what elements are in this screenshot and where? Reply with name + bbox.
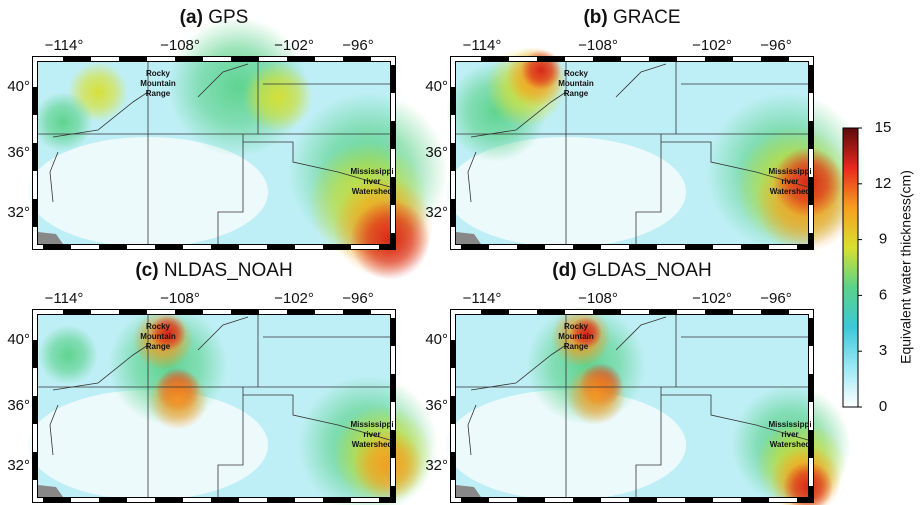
map-frame-ticks [33,57,395,249]
lon-label: −96° [342,290,373,307]
map-annotation: Mountain [558,79,594,88]
lat-label: 32° [7,457,30,474]
colorbar-tick-label: 0 [879,398,887,415]
lat-label: 36° [7,397,30,414]
panel-name: GRACE [613,7,681,28]
water-blob [33,92,93,152]
colorbar-tick-label: 6 [879,286,887,303]
water-blob [150,315,186,351]
map-annotation: Mississippi [350,420,393,429]
lat-label: 36° [7,144,30,161]
colorbar-tick-label: 3 [879,342,887,359]
colorbar-label: Equivalent water thickness(cm) [898,170,914,364]
map-annotation: Mountain [558,332,594,341]
ocean [38,232,63,244]
lon-label: −96° [342,37,373,54]
panel-title: (b) GRACE [583,7,680,28]
lon-label: −114° [463,290,502,307]
map-annotation: river [781,430,798,439]
lon-label: −108° [578,37,618,54]
colorbar-tick-label: 15 [875,119,892,136]
lon-label: −114° [45,37,84,54]
map-panel: (b) GRACE −114° −108° −102° −96° 40° 36° 32° Roc… [425,7,866,252]
lon-label: −102° [692,37,732,54]
water-blob [566,365,626,425]
map-annotation: river [363,430,380,439]
lat-label: 40° [425,78,448,95]
map-annotation: river [781,177,798,186]
panel-title: (d) GLDAS_NOAH [552,260,711,281]
map-annotation: Watershed [770,187,811,196]
map-panel: (a) GPS−114° −108° −102° −96°40°36°32°Rocky… [7,7,448,280]
panel-label: (c) [135,260,158,281]
map-annotation: Mountain [140,79,176,88]
map-annotation: Range [146,89,171,98]
water-blob [570,317,602,349]
panel-label: (d) [552,260,576,281]
ocean [456,232,481,244]
map-frame-ticks [451,57,813,249]
map-panel: (d) GLDAS_NOAH −114° −108° −102° −96° 40° 36° 3… [425,260,851,505]
lat-label: 32° [425,204,448,221]
lat-label: 32° [425,457,448,474]
map-annotation: Range [564,342,589,351]
colorbar-tick-label: 9 [879,231,887,248]
lon-label: −102° [692,290,732,307]
lat-label: 40° [7,331,30,348]
water-blob [243,62,313,132]
water-blob [353,430,423,500]
map-annotation: Watershed [770,440,811,449]
map-annotation: river [363,177,380,186]
water-blob [148,370,208,430]
colorbar-tick-label: 12 [875,175,892,192]
lat-label: 36° [425,397,448,414]
map-panel: (c) NLDAS_NOAH −114° −108° −102° −96° 40° 36° 3… [7,260,438,505]
lon-label: −108° [160,37,200,54]
map-annotation: Rocky [564,322,589,331]
map-annotation: Watershed [352,440,393,449]
panel-label: (b) [583,7,607,28]
lat-label: 32° [7,204,30,221]
map-annotation: Mississippi [768,167,811,176]
lat-label: 40° [7,78,30,95]
map-annotation: Rocky [146,322,171,331]
lon-label: −96° [760,290,791,307]
map-annotation: Watershed [352,187,393,196]
map-annotation: Mississippi [350,167,393,176]
ocean [456,485,481,497]
lon-label: −96° [760,37,791,54]
map-frame-ticks [33,310,395,502]
lat-label: 36° [425,144,448,161]
lon-label: −102° [274,290,314,307]
map-annotation: Mountain [140,332,176,341]
panel-title: (c) NLDAS_NOAH [135,260,292,281]
panel-label: (a) [180,7,203,28]
lon-label: −114° [45,290,84,307]
map-annotation: Rocky [564,69,589,78]
lat-label: 40° [425,331,448,348]
map-frame-ticks [451,310,813,502]
ocean [38,485,63,497]
map-annotation: Rocky [146,69,171,78]
map-annotation: Range [146,342,171,351]
lon-label: −114° [463,37,502,54]
lon-label: −108° [160,290,200,307]
panel-name: NLDAS_NOAH [164,260,293,281]
map-annotation: Range [564,89,589,98]
lon-label: −102° [274,37,314,54]
water-blob [38,325,98,385]
colorbar [842,127,859,408]
map-annotation: Mississippi [768,420,811,429]
lon-label: −108° [578,290,618,307]
panel-name: GLDAS_NOAH [582,260,712,281]
